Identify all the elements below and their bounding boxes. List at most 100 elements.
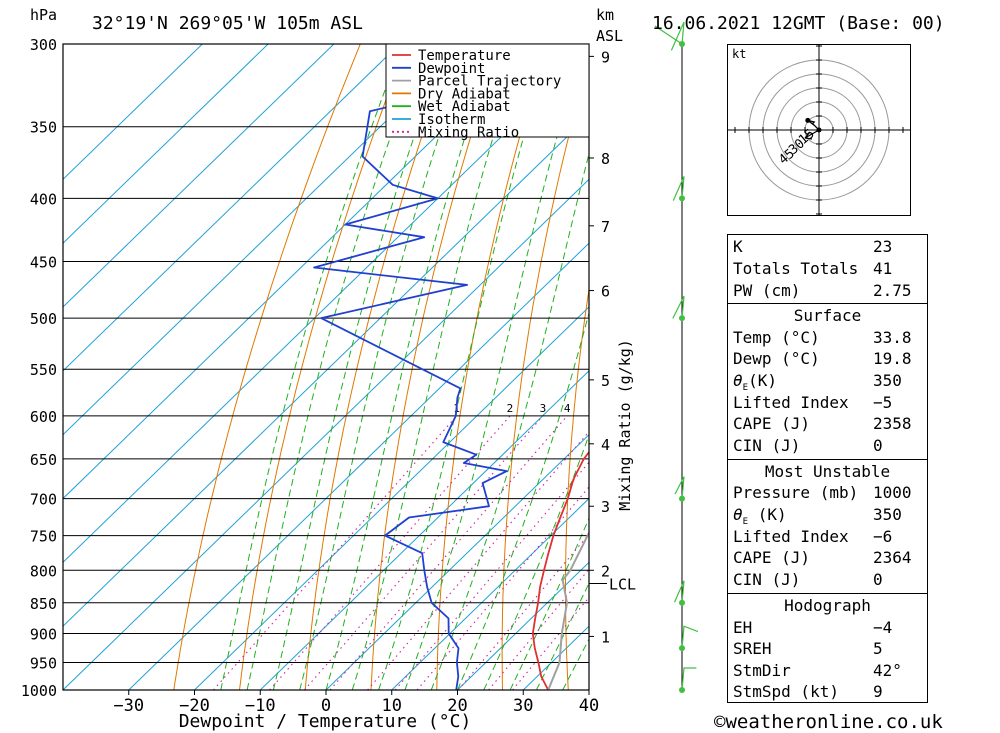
pressure-tick-label: 950 bbox=[30, 654, 57, 672]
height-tick-label: 7 bbox=[601, 218, 610, 236]
location-title: 32°19'N 269°05'W 105m ASL bbox=[92, 13, 363, 34]
x-tick-label: 40 bbox=[579, 696, 599, 716]
wind-barb bbox=[672, 295, 685, 319]
mixing-ratio-label: 2 bbox=[507, 402, 514, 415]
wind-profile bbox=[654, 21, 699, 693]
mixing-ratio-line bbox=[367, 430, 589, 690]
x-tick-label: −10 bbox=[245, 696, 276, 716]
pressure-tick-label: 1000 bbox=[21, 682, 57, 700]
isotherm-line bbox=[457, 561, 589, 690]
pressure-tick-label: 300 bbox=[30, 36, 57, 54]
stat-row-lifted-index: Lifted Index −5 bbox=[733, 393, 893, 412]
isotherm-line bbox=[63, 44, 203, 181]
pressure-unit-label: hPa bbox=[30, 6, 57, 24]
wet-adiabat-line bbox=[299, 44, 471, 690]
isotherm-line bbox=[63, 114, 589, 627]
legend-entry: Parcel Trajectory bbox=[418, 74, 561, 90]
wet-adiabat-line bbox=[220, 44, 404, 690]
divider bbox=[728, 459, 927, 460]
stat-row-mu-cape: CAPE (J) 2364 bbox=[733, 548, 912, 567]
profile-curves bbox=[313, 44, 589, 690]
legend-entry: Wet Adiabat bbox=[418, 99, 511, 115]
stat-row-cin: CIN (J) 0 bbox=[733, 436, 883, 455]
pressure-tick-label: 500 bbox=[30, 310, 57, 328]
isotherm-line bbox=[194, 306, 589, 690]
credit-text: ©weatheronline.co.uk bbox=[714, 711, 943, 733]
divider bbox=[728, 303, 927, 304]
wind-barb bbox=[670, 21, 685, 51]
section-title-most-unstable: Most Unstable bbox=[764, 462, 891, 481]
wind-barb bbox=[654, 25, 683, 45]
wind-barb bbox=[672, 176, 685, 201]
height-tick-label: 5 bbox=[601, 372, 610, 390]
series-parcel-trajectory bbox=[547, 530, 589, 690]
wet-adiabat-line bbox=[430, 151, 589, 690]
axes: 3003504004505005506006507007508008509009… bbox=[21, 36, 636, 716]
lcl-label: LCL bbox=[609, 576, 636, 594]
legend-entry: Dry Adiabat bbox=[418, 86, 511, 102]
storm-motion-arrow bbox=[804, 129, 820, 140]
stat-row-temp: Temp (°C) 33.8 bbox=[733, 328, 912, 347]
isotherm-line bbox=[259, 370, 589, 690]
x-tick-label: −20 bbox=[179, 696, 210, 716]
series-temperature bbox=[531, 450, 589, 690]
mixing-ratio-line bbox=[329, 415, 568, 690]
stat-row-mu-cin: CIN (J) 0 bbox=[733, 570, 883, 589]
wet-adiabat-line bbox=[246, 44, 425, 690]
x-tick-label: −30 bbox=[113, 696, 144, 716]
isobar-lines bbox=[63, 43, 589, 691]
height-tick-label: 9 bbox=[601, 48, 610, 66]
height-tick-label: 3 bbox=[601, 498, 610, 516]
pressure-tick-label: 800 bbox=[30, 562, 57, 580]
isotherm-line bbox=[63, 44, 269, 244]
pressure-tick-label: 750 bbox=[30, 528, 57, 546]
wet-adiabat-line bbox=[483, 433, 589, 690]
stat-row-totals: Totals Totals 41 bbox=[733, 259, 893, 278]
wet-adiabat-line bbox=[351, 44, 523, 690]
mixing-ratio-label: 10 bbox=[643, 402, 656, 415]
isotherm-line bbox=[63, 178, 589, 690]
isotherm-line bbox=[63, 44, 532, 500]
datetime-title: 16.06.2021 12GMT (Base: 00) bbox=[652, 13, 945, 34]
pressure-tick-label: 700 bbox=[30, 491, 57, 509]
wind-barb bbox=[681, 625, 699, 649]
mixing-ratio-line bbox=[457, 533, 589, 690]
legend-box bbox=[385, 43, 590, 138]
wind-barb bbox=[673, 580, 685, 603]
dry-adiabat-line bbox=[173, 44, 361, 690]
isotherm-line bbox=[325, 433, 589, 690]
x-tick-label: 30 bbox=[513, 696, 533, 716]
height-unit-asl: ASL bbox=[596, 27, 623, 45]
section-title-hodograph: Hodograph bbox=[784, 596, 871, 615]
mixing-ratio-label: 4 bbox=[564, 402, 571, 415]
pressure-tick-label: 450 bbox=[30, 254, 57, 272]
x-tick-label: 20 bbox=[447, 696, 467, 716]
isotherm-line bbox=[391, 497, 589, 690]
pressure-tick-label: 350 bbox=[30, 119, 57, 137]
mixing-ratio-label: 20 bbox=[710, 402, 723, 415]
height-unit-km: km bbox=[596, 6, 614, 24]
mixing-ratio-label: 15 bbox=[681, 402, 694, 415]
height-tick-label: 8 bbox=[601, 150, 610, 168]
stat-row-cape: CAPE (J) 2358 bbox=[733, 414, 912, 433]
legend-entry: Dewpoint bbox=[418, 61, 485, 77]
dry-adiabat-line bbox=[959, 44, 1000, 690]
stat-row-theta-e: θE(K) 350 bbox=[733, 371, 902, 394]
pressure-tick-label: 550 bbox=[30, 361, 57, 379]
pressure-tick-label: 650 bbox=[30, 451, 57, 469]
x-axis-label: Dewpoint / Temperature (°C) bbox=[179, 711, 472, 732]
series-dewpoint bbox=[313, 44, 508, 690]
isotherm-line bbox=[63, 44, 466, 436]
mixing-ratio-axis-label: Mixing Ratio (g/kg) bbox=[616, 339, 634, 511]
pressure-tick-label: 850 bbox=[30, 595, 57, 613]
stat-row-mu-theta-e: θE (K) 350 bbox=[733, 505, 902, 528]
height-tick-label: 4 bbox=[601, 436, 610, 454]
height-tick-label: 6 bbox=[601, 283, 610, 301]
legend-entry: Temperature bbox=[418, 48, 511, 64]
x-tick-label: 10 bbox=[382, 696, 402, 716]
pressure-tick-label: 400 bbox=[30, 190, 57, 208]
divider bbox=[728, 593, 927, 594]
legend-entry: Isotherm bbox=[418, 112, 485, 128]
